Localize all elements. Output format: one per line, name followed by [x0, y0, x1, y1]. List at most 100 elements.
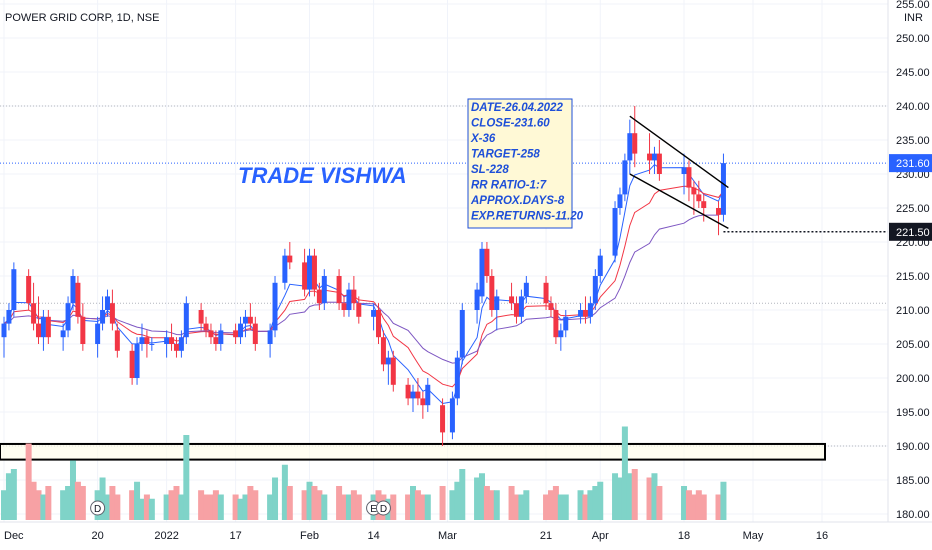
- volume-bar: [350, 490, 357, 520]
- y-tick-label: 255.00: [896, 0, 930, 11]
- candle-body: [109, 303, 115, 324]
- candle: [218, 323, 224, 351]
- volume-bar: [577, 490, 584, 520]
- x-tick-label: 16: [816, 530, 828, 542]
- candle-body: [518, 296, 524, 317]
- candle: [597, 248, 603, 283]
- event-marker-label: D: [94, 504, 101, 515]
- candle: [183, 296, 189, 344]
- volume-bar: [99, 477, 106, 520]
- candle: [513, 296, 519, 324]
- y-tick-label: 240.00: [896, 101, 930, 113]
- channel-upper-line[interactable]: [629, 115, 729, 189]
- candle: [356, 296, 362, 324]
- annotation-line: RR RATIO-1:7: [471, 180, 547, 192]
- volume-bar: [247, 486, 254, 520]
- volume-bar: [720, 481, 727, 520]
- candle: [144, 330, 150, 358]
- candle: [558, 323, 564, 351]
- candle-body: [474, 289, 480, 310]
- candle-body: [390, 357, 396, 385]
- volume-bar: [341, 494, 348, 520]
- x-tick-label: 21: [540, 530, 552, 542]
- candle-body: [247, 316, 253, 324]
- volume-bar: [336, 486, 343, 520]
- volume-bar: [414, 490, 421, 520]
- volume-bar: [513, 494, 520, 520]
- candle-body: [553, 310, 559, 338]
- candle-body: [100, 310, 106, 324]
- volume-bar: [700, 494, 707, 520]
- candle-body: [716, 208, 722, 215]
- last-price-label-text: 231.60: [896, 158, 930, 170]
- volume-bar: [493, 490, 500, 520]
- volume-bar: [212, 490, 219, 520]
- chart-title: POWER GRID CORP, 1D, NSE: [5, 12, 159, 24]
- support-zone[interactable]: [0, 442, 826, 461]
- event-marker[interactable]: D: [375, 500, 391, 516]
- candle-body: [454, 357, 460, 399]
- candle-body: [513, 303, 519, 317]
- annotation-note[interactable]: DATE-26.04.2022 CLOSE-231.60 X-36 TARGET-25…: [467, 98, 584, 229]
- candle-body: [484, 248, 490, 276]
- candle-body: [238, 323, 244, 338]
- candle-body: [311, 255, 317, 290]
- x-tick-label: Feb: [300, 530, 319, 542]
- candle-body: [696, 194, 702, 202]
- volume-bar: [198, 490, 205, 520]
- candle-body: [385, 357, 391, 365]
- candle: [203, 316, 209, 338]
- volume-bar: [626, 473, 633, 520]
- candle: [563, 310, 569, 338]
- x-tick-label: Dec: [4, 530, 24, 542]
- candle: [681, 153, 687, 195]
- candle: [287, 242, 293, 270]
- volume-bar: [272, 477, 279, 520]
- volume-bar: [286, 486, 293, 520]
- candle: [164, 330, 170, 358]
- candle-body: [371, 310, 377, 317]
- candle: [100, 296, 106, 331]
- volume-bar: [419, 494, 426, 520]
- y-tick-label: 225.00: [896, 203, 930, 215]
- last-price-label-bg: [889, 154, 932, 173]
- candle: [518, 289, 524, 324]
- candle: [149, 337, 155, 351]
- candle-body: [282, 255, 288, 283]
- volume-bar: [267, 494, 274, 520]
- candle: [26, 269, 32, 310]
- candle-body: [563, 316, 569, 331]
- candle-body: [592, 276, 598, 304]
- candle-body: [134, 344, 140, 378]
- x-tick-label: 20: [92, 530, 104, 542]
- volume-bar: [74, 481, 81, 520]
- volume-bar: [715, 494, 722, 520]
- volume-bar: [582, 494, 589, 520]
- support-zone-rect[interactable]: [0, 442, 826, 461]
- candle-body: [60, 330, 66, 338]
- volume-bar: [449, 490, 456, 520]
- annotation-line: EXP.RETURNS-11.20: [471, 211, 584, 223]
- candle: [307, 248, 313, 297]
- candle: [45, 310, 51, 344]
- channel-lower-line[interactable]: [629, 173, 729, 230]
- price-axis[interactable]: 180.00 185.00 190.00 195.00 200.00 205.00 210.…: [887, 0, 930, 522]
- event-marker[interactable]: D: [90, 500, 106, 516]
- plot-area[interactable]: [0, 0, 888, 522]
- volume-bar: [69, 460, 76, 520]
- candle-body: [558, 330, 564, 338]
- candle: [686, 160, 692, 202]
- volume-bar: [35, 490, 42, 520]
- candle-body: [425, 384, 431, 406]
- volume-bar: [410, 486, 416, 520]
- candle-body: [380, 337, 386, 365]
- time-axis[interactable]: Dec 20 2022 17 Feb 14 Mar 21 Apr 18 May 16: [0, 521, 932, 542]
- volume-bar: [651, 473, 658, 520]
- candle: [415, 378, 421, 406]
- candle: [109, 289, 115, 331]
- falling-channel[interactable]: [629, 115, 729, 230]
- candle-body: [178, 337, 184, 351]
- candle: [454, 350, 460, 406]
